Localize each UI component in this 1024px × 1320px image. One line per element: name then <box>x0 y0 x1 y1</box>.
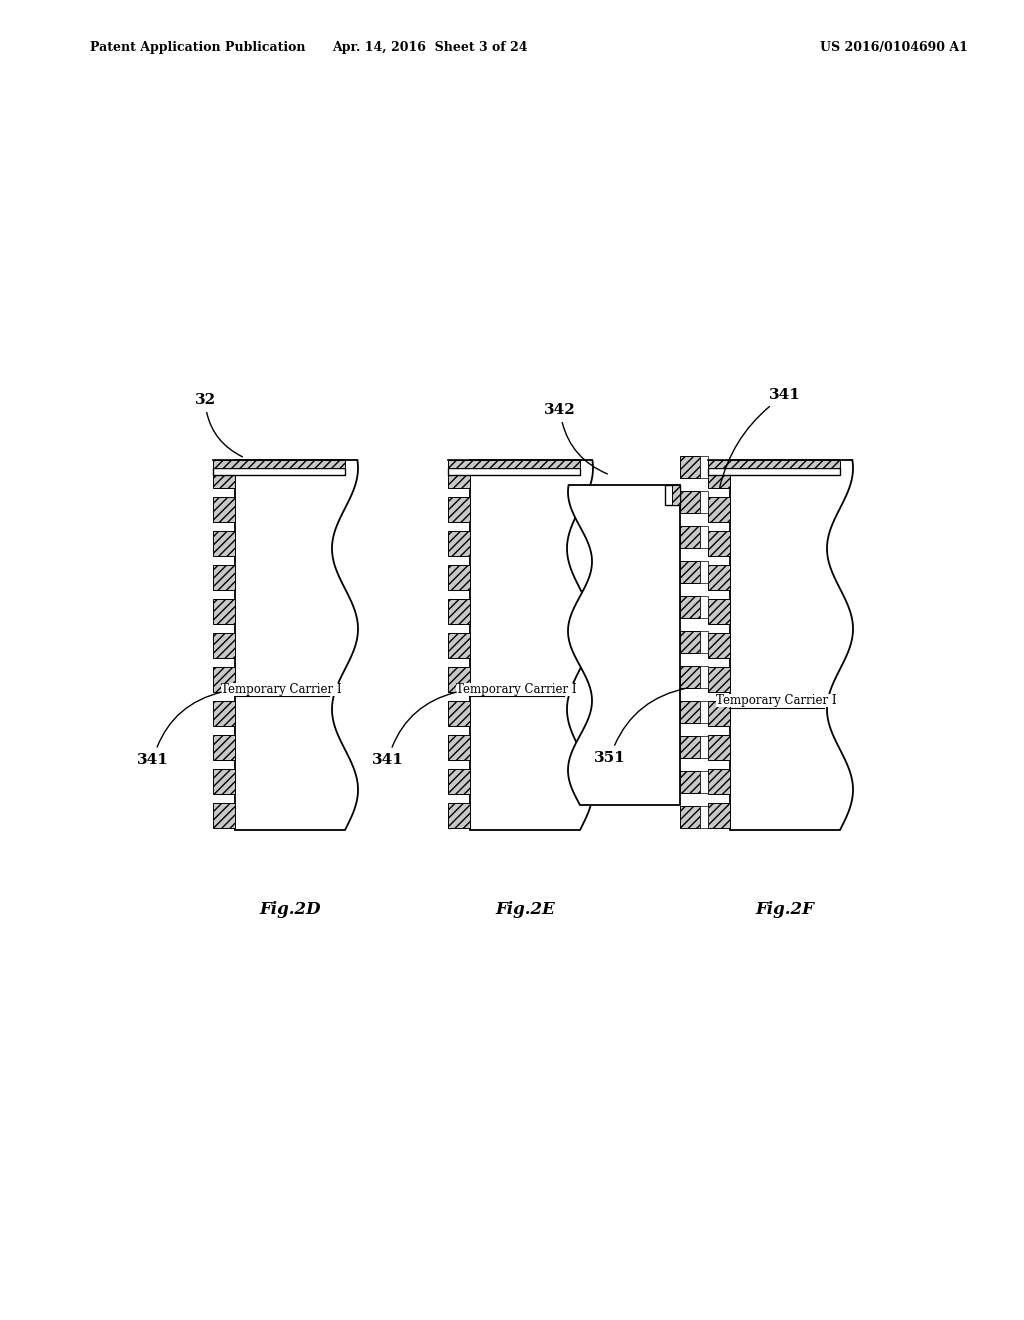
Bar <box>449 734 470 759</box>
Bar <box>700 805 708 828</box>
Bar <box>449 598 470 623</box>
Polygon shape <box>568 484 680 805</box>
Bar <box>708 459 840 469</box>
Bar <box>213 469 345 475</box>
Bar <box>213 701 234 726</box>
Bar <box>700 735 708 758</box>
Text: Fig.2F: Fig.2F <box>756 902 814 919</box>
Bar <box>213 531 234 556</box>
Text: 341: 341 <box>372 692 457 767</box>
Bar <box>213 768 234 793</box>
Bar <box>708 462 730 487</box>
Bar <box>680 525 700 548</box>
Text: Apr. 14, 2016  Sheet 3 of 24: Apr. 14, 2016 Sheet 3 of 24 <box>332 41 527 54</box>
Text: 342: 342 <box>544 403 607 474</box>
Bar <box>680 491 700 512</box>
Bar <box>708 667 730 692</box>
Bar <box>449 462 470 487</box>
Bar <box>700 701 708 722</box>
Text: Temporary Carrier I: Temporary Carrier I <box>221 682 342 696</box>
Bar <box>700 631 708 652</box>
Bar <box>708 632 730 657</box>
Text: Fig.2E: Fig.2E <box>496 902 555 919</box>
Text: US 2016/0104690 A1: US 2016/0104690 A1 <box>820 41 968 54</box>
Text: 351: 351 <box>594 688 687 764</box>
Bar <box>449 469 580 475</box>
Bar <box>449 496 470 521</box>
Bar <box>449 803 470 828</box>
Bar <box>449 531 470 556</box>
Text: 341: 341 <box>137 692 221 767</box>
Bar <box>708 565 730 590</box>
Bar <box>680 735 700 758</box>
Bar <box>708 469 840 475</box>
Bar <box>213 496 234 521</box>
Bar <box>680 805 700 828</box>
Bar <box>213 632 234 657</box>
Bar <box>680 631 700 652</box>
Bar <box>700 561 708 582</box>
Bar <box>213 598 234 623</box>
Bar <box>708 496 730 521</box>
Bar <box>680 595 700 618</box>
Bar <box>213 462 234 487</box>
Text: Temporary Carrier I: Temporary Carrier I <box>716 694 837 708</box>
Text: Fig.2D: Fig.2D <box>259 902 321 919</box>
Polygon shape <box>234 459 358 830</box>
Bar <box>700 491 708 512</box>
Bar <box>680 701 700 722</box>
Bar <box>700 455 708 478</box>
Bar <box>708 734 730 759</box>
Bar <box>449 667 470 692</box>
Bar <box>672 484 680 506</box>
Bar <box>665 484 680 506</box>
Bar <box>449 632 470 657</box>
Polygon shape <box>730 459 853 830</box>
Text: Patent Application Publication: Patent Application Publication <box>90 41 305 54</box>
Bar <box>213 734 234 759</box>
Bar <box>449 768 470 793</box>
Bar <box>700 665 708 688</box>
Bar <box>213 565 234 590</box>
Bar <box>680 665 700 688</box>
Bar <box>449 459 580 469</box>
Bar <box>680 771 700 792</box>
Bar <box>680 455 700 478</box>
Bar <box>700 771 708 792</box>
Bar <box>708 768 730 793</box>
Text: 32: 32 <box>195 393 243 457</box>
Bar <box>680 561 700 582</box>
Bar <box>700 595 708 618</box>
Bar <box>708 803 730 828</box>
Bar <box>213 667 234 692</box>
Bar <box>708 701 730 726</box>
Polygon shape <box>470 459 593 830</box>
Bar <box>213 459 345 469</box>
Bar <box>449 701 470 726</box>
Text: 341: 341 <box>720 388 801 487</box>
Text: Temporary Carrier I: Temporary Carrier I <box>456 682 577 696</box>
Bar <box>708 598 730 623</box>
Bar <box>700 525 708 548</box>
Bar <box>213 803 234 828</box>
Bar <box>449 565 470 590</box>
Bar <box>708 531 730 556</box>
